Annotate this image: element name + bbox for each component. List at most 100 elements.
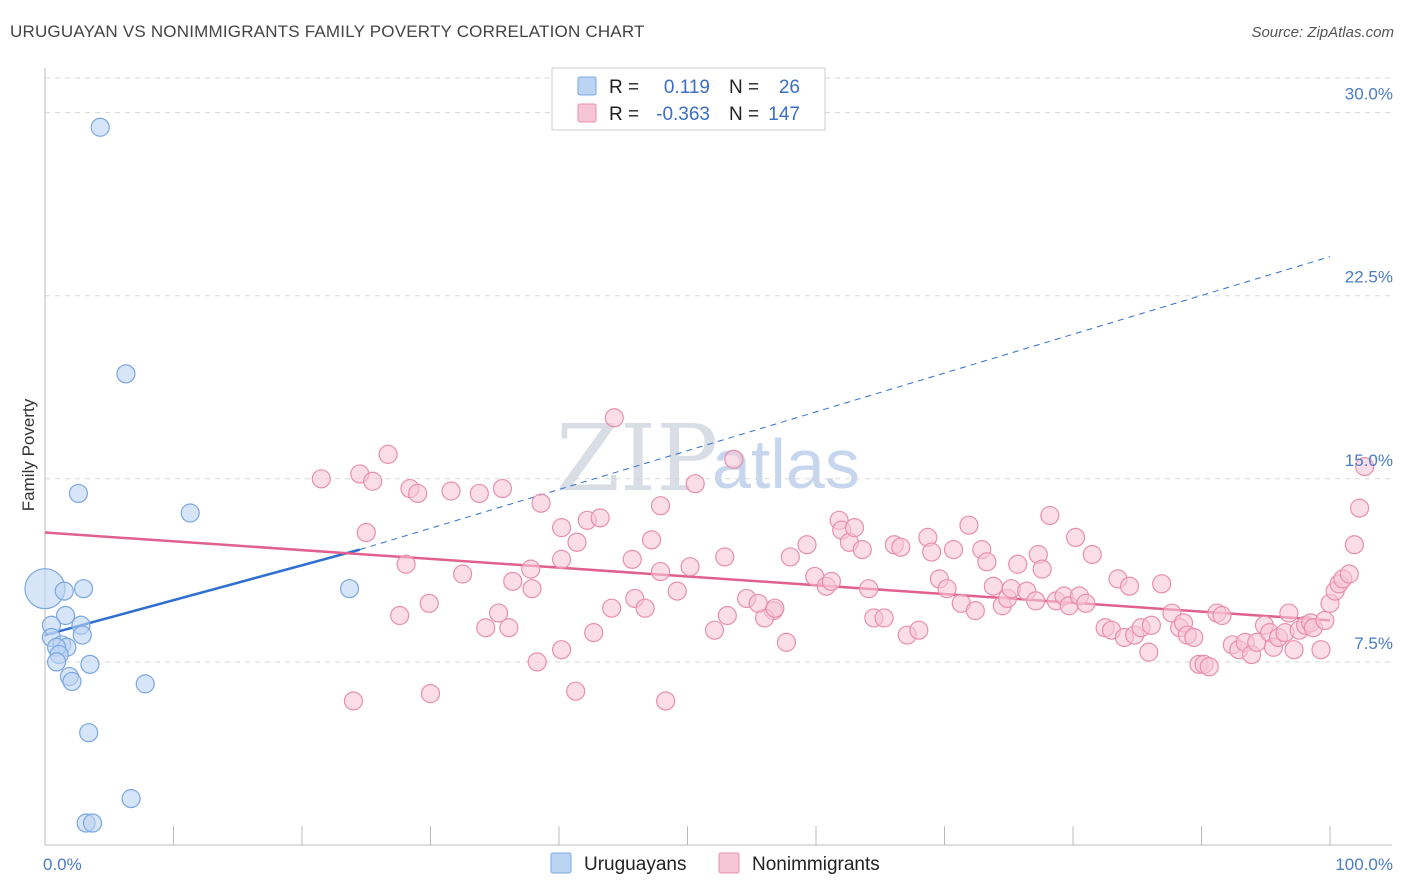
nonimmigrants-point [356, 522, 376, 543]
nonimmigrants-point [1082, 544, 1102, 565]
nonimmigrants-point [776, 632, 797, 652]
nonimmigrants-point [1008, 554, 1028, 574]
uruguayans-point [90, 117, 110, 137]
nonimmigrants-point [874, 608, 894, 628]
nonimmigrants-point [408, 483, 428, 504]
nonimmigrants-point [852, 540, 872, 560]
chart-title: URUGUAYAN VS NONIMMIGRANTS FAMILY POVERT… [10, 22, 645, 41]
nonimmigrants-point [378, 444, 398, 464]
nonimmigrants-point [685, 474, 705, 494]
chart-source: Source: ZipAtlas.com [1251, 24, 1394, 41]
nonimmigrants-point [420, 684, 441, 704]
legend-r-value-1: 0.119 [664, 77, 710, 98]
nonimmigrants-point [1139, 642, 1159, 662]
nonimmigrants-point [1119, 576, 1140, 596]
uruguayans-point [46, 652, 67, 672]
nonimmigrants-point [469, 483, 489, 504]
legend-n-value-2: 147 [768, 104, 800, 125]
nonimmigrants-point [522, 579, 542, 599]
nonimmigrants-point [1076, 593, 1096, 613]
nonimmigrants-point [765, 598, 785, 618]
nonimmigrants-point [680, 557, 700, 577]
nonimmigrants-point [1315, 610, 1335, 631]
grid-lines [45, 77, 1392, 663]
nonimmigrants-point [1279, 603, 1299, 623]
nonimmigrants-point [650, 496, 671, 516]
nonimmigrants-point [1349, 498, 1370, 518]
legend-r-label-1: R = [609, 77, 639, 98]
nonimmigrants-point [844, 518, 865, 538]
nonimmigrants-point [1065, 527, 1086, 548]
nonimmigrants-point [396, 554, 416, 574]
nonimmigrants-point [566, 681, 586, 701]
nonimmigrants-point [363, 471, 383, 491]
nonimmigrants-point [909, 620, 929, 640]
uruguayans-point [339, 579, 360, 599]
nonimmigrants-point [1355, 457, 1375, 477]
y-tick-label: 15.0% [1345, 451, 1393, 470]
bottom-legend-uruguayans-swatch [550, 852, 572, 874]
tick-labels: 7.5% 15.0% 22.5% 30.0% 0.0% 100.0% [43, 85, 1393, 874]
uruguayans-point [68, 483, 89, 504]
nonimmigrants-point [1212, 605, 1232, 626]
nonimmigrants-point [1339, 564, 1359, 584]
nonimmigrants-point [780, 547, 800, 567]
uruguayans-trend-extension [359, 256, 1331, 551]
nonimmigrants-point [667, 581, 687, 601]
nonimmigrants-point [650, 561, 671, 582]
nonimmigrants-swatch [577, 103, 597, 123]
nonimmigrants-trend-line [44, 531, 1331, 622]
nonimmigrants-point [965, 601, 985, 621]
nonimmigrants-point [724, 449, 744, 469]
uruguayans-point [82, 813, 103, 833]
nonimmigrants-point [622, 549, 642, 569]
y-tick-label: 22.5% [1345, 268, 1393, 287]
bottom-legend: Uruguayans Nonimmigrants [550, 852, 880, 875]
x-tick-label: 0.0% [43, 855, 82, 874]
uruguayans-point [54, 581, 74, 601]
nonimmigrants-point [551, 518, 572, 538]
nonimmigrants-point [748, 593, 768, 613]
nonimmigrants-point [551, 549, 572, 569]
nonimmigrants-point [453, 564, 473, 584]
uruguayans-point [116, 364, 136, 384]
nonimmigrants-point [590, 508, 610, 528]
legend-r-label-2: R = [609, 104, 639, 125]
nonimmigrants-point [1311, 640, 1331, 660]
nonimmigrants-point [797, 535, 817, 555]
stats-legend: R = 0.119 N = 26 R = -0.363 N = 147 [551, 67, 826, 131]
stats-legend-frame [551, 67, 826, 131]
nonimmigrants-point [1284, 640, 1304, 660]
nonimmigrants-point [390, 605, 410, 626]
y-axis-title: Family Poverty [19, 398, 38, 511]
uruguayans-trend-line [44, 548, 361, 637]
nonimmigrants-point [859, 579, 879, 599]
x-tick-label: 100.0% [1335, 855, 1393, 874]
nonimmigrants-point [922, 542, 942, 562]
nonimmigrants-point [983, 576, 1003, 596]
nonimmigrants-point [641, 530, 662, 550]
y-tick-label: 7.5% [1354, 634, 1393, 653]
nonimmigrants-point [531, 493, 551, 513]
nonimmigrants-point [717, 605, 737, 626]
nonimmigrants-point [821, 571, 842, 591]
nonimmigrants-point [551, 640, 572, 660]
legend-n-label-1: N = [729, 77, 759, 98]
uruguayans-swatch [577, 76, 597, 96]
nonimmigrants-point [715, 547, 735, 567]
uruguayans-point [79, 723, 99, 743]
uruguayans-point [180, 503, 200, 523]
uruguayans-point [121, 789, 141, 809]
nonimmigrants-point [1032, 559, 1052, 579]
nonimmigrants-point [343, 691, 363, 711]
y-tick-label: 30.0% [1345, 85, 1393, 104]
nonimmigrants-point [1199, 657, 1219, 677]
bottom-legend-nonimmigrants-swatch [718, 852, 740, 874]
uruguayans-point [73, 579, 94, 599]
legend-n-value-1: 26 [779, 77, 800, 98]
nonimmigrants-point [1152, 574, 1172, 594]
nonimmigrants-point [1184, 627, 1204, 648]
nonimmigrants-point [441, 481, 461, 501]
nonimmigrants-point [977, 552, 997, 572]
